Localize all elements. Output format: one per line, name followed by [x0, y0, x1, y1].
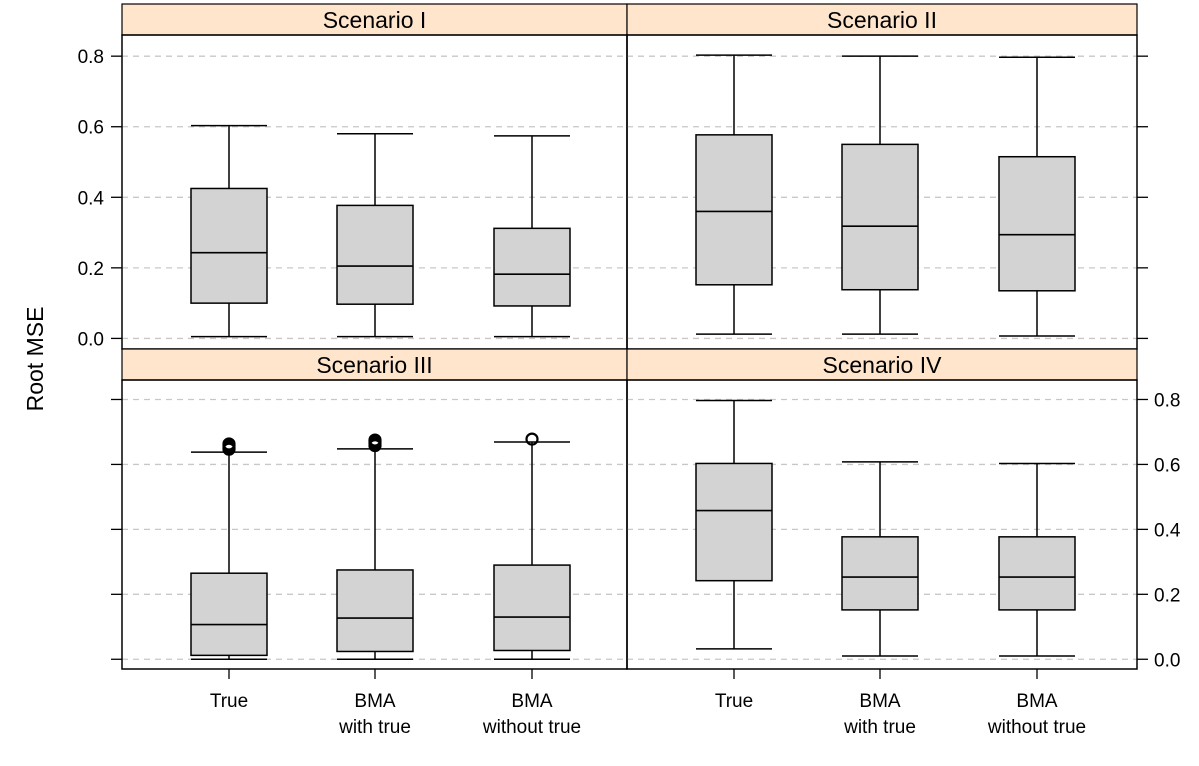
panels: Scenario I Scenario II Scenario III Scenari…	[78, 3, 1181, 738]
box-iqr	[695, 134, 773, 286]
box-2	[841, 55, 919, 335]
box-iqr	[998, 536, 1076, 611]
panel-4: Scenario IV	[626, 348, 1138, 670]
category-label: BMA	[511, 691, 553, 712]
panel-1: Scenario I	[121, 3, 628, 350]
panel-title: Scenario IV	[823, 352, 943, 378]
outlier-point	[368, 433, 382, 447]
y-tick-label: 0.8	[78, 47, 104, 68]
box-iqr	[336, 204, 414, 305]
category-label-line2: without true	[482, 717, 581, 738]
category-label: True	[715, 691, 753, 712]
y-tick-label: 0.4	[1154, 520, 1181, 541]
y-tick-label: 0.6	[1154, 455, 1180, 476]
box-iqr	[998, 155, 1076, 292]
box-iqr	[841, 143, 919, 291]
box-iqr	[493, 564, 571, 652]
panel-2: Scenario II	[626, 3, 1138, 350]
box-2	[841, 461, 919, 657]
box-1	[695, 54, 773, 335]
box-3	[493, 432, 571, 661]
category-label-line2: with true	[338, 717, 411, 738]
category-label-line2: with true	[843, 717, 916, 738]
category-label: BMA	[354, 691, 396, 712]
box-iqr	[336, 569, 414, 653]
outlier-point	[525, 432, 539, 446]
panel-title: Scenario I	[323, 7, 427, 33]
box-iqr	[190, 572, 268, 657]
box-2	[336, 433, 414, 661]
outlier-point	[222, 437, 236, 451]
box-iqr	[841, 536, 919, 611]
y-axis-label: Root MSE	[22, 307, 48, 412]
panel-3: Scenario III	[121, 348, 628, 670]
box-1	[190, 124, 268, 338]
y-tick-label: 0.0	[1154, 650, 1180, 671]
box-iqr	[493, 227, 571, 307]
panel-strip	[121, 3, 628, 36]
box-3	[998, 462, 1076, 657]
y-tick-label: 0.0	[78, 329, 104, 350]
box-3	[493, 135, 571, 338]
box-2	[336, 133, 414, 338]
x-axis: True BMA with true BMA without true True BMA wi…	[210, 669, 1086, 738]
y-tick-label: 0.2	[78, 259, 104, 280]
panel-title: Scenario II	[827, 7, 937, 33]
panel-title: Scenario III	[316, 352, 432, 378]
panel-strip	[121, 348, 628, 381]
box-3	[998, 56, 1076, 337]
category-label: BMA	[1016, 691, 1058, 712]
category-label: True	[210, 691, 248, 712]
panel-strip	[626, 348, 1138, 381]
box-1	[190, 437, 268, 661]
category-label-line2: without true	[987, 717, 1086, 738]
y-tick-label: 0.4	[78, 188, 105, 209]
panel-strip	[626, 3, 1138, 36]
y-tick-label: 0.2	[1154, 585, 1180, 606]
box-iqr	[190, 187, 268, 304]
y-axes: 0.0 0.2 0.4 0.6 0.8 0.0 0.2 0.4 0.6 0.8	[78, 47, 1181, 671]
box-iqr	[695, 462, 773, 582]
y-tick-label: 0.6	[78, 118, 104, 139]
box-1	[695, 399, 773, 650]
panel-border	[626, 379, 1138, 670]
category-label: BMA	[859, 691, 901, 712]
y-tick-label: 0.8	[1154, 390, 1180, 411]
